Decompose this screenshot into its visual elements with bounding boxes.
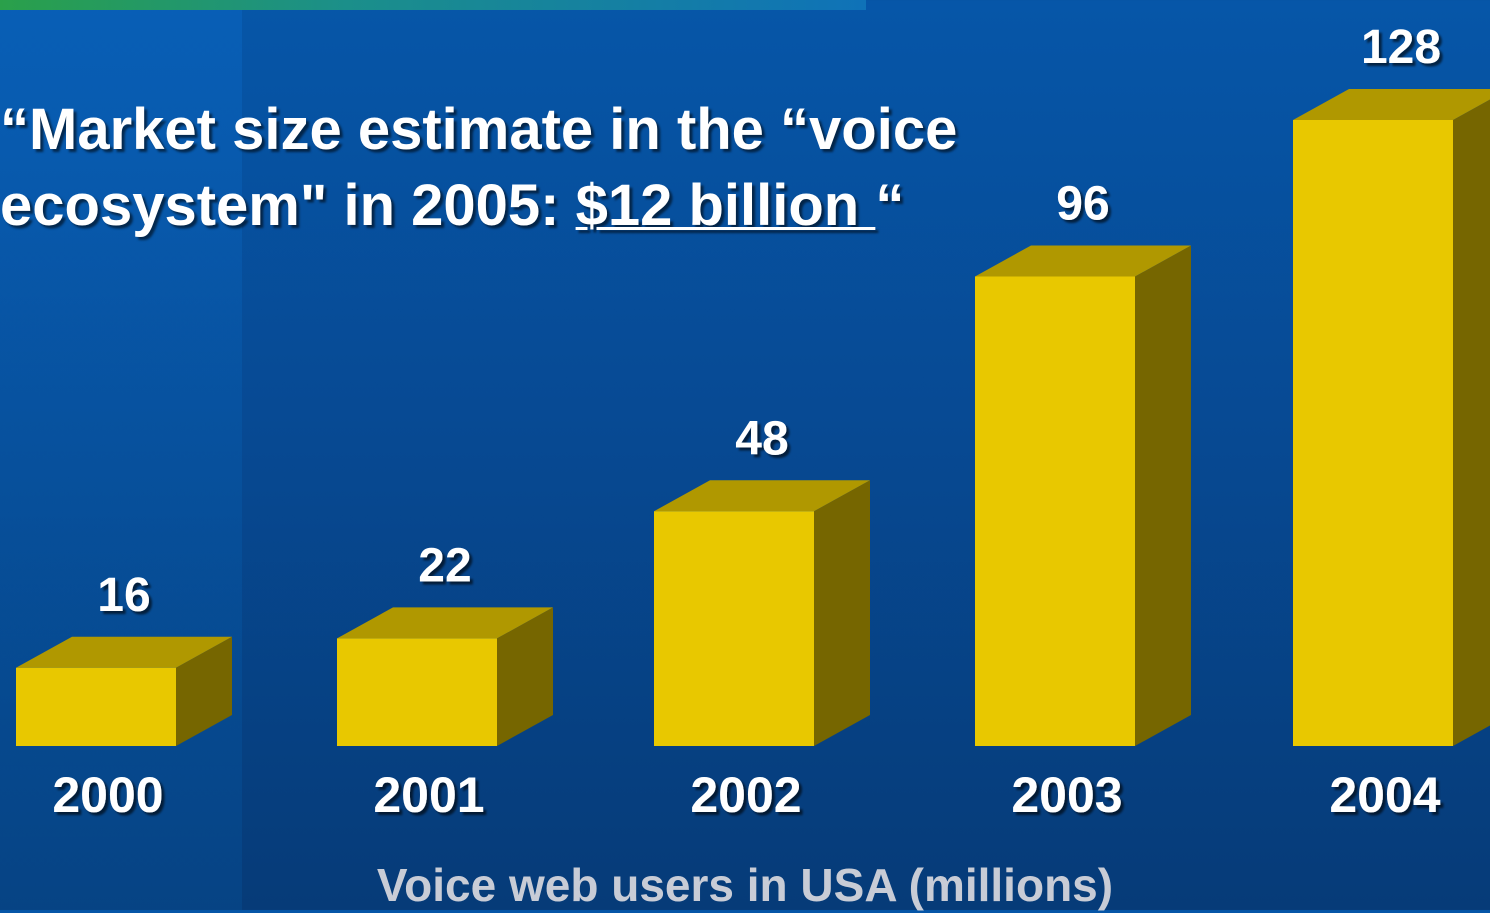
data-label-2002: 48: [735, 412, 788, 465]
category-labels-group: 2000 2001 2002 2003 2004: [52, 767, 1440, 823]
headline-line-2: ecosystem" in 2005: $12 billion “: [0, 168, 1100, 244]
bar-front-2001: [337, 638, 497, 746]
bar-front-2003: [975, 276, 1135, 746]
bar-side-2000: [176, 636, 232, 746]
bar-2002: [654, 480, 870, 746]
headline-quote: “Market size estimate in the “voice ecos…: [0, 92, 1100, 244]
bar-2003: [975, 245, 1191, 746]
category-label-2000: 2000: [52, 767, 163, 823]
category-label-2004: 2004: [1329, 767, 1440, 823]
category-label-2002: 2002: [690, 767, 801, 823]
bar-side-2002: [814, 480, 870, 746]
bars-group: [16, 89, 1490, 746]
data-label-2001: 22: [418, 539, 471, 592]
bar-top-2004: [1293, 89, 1490, 120]
bar-front-2000: [16, 667, 176, 746]
bar-2004: [1293, 89, 1490, 746]
bar-top-2000: [16, 636, 232, 668]
bar-2000: [16, 636, 232, 746]
data-label-2000: 16: [97, 569, 150, 622]
bar-top-2002: [654, 480, 870, 512]
bar-top-2001: [337, 607, 553, 639]
headline-line-1: “Market size estimate in the “voice: [0, 97, 958, 162]
x-axis-label: Voice web users in USA (millions): [376, 859, 1114, 911]
bar-side-2001: [497, 607, 553, 746]
top-accent-stripe: [0, 0, 866, 10]
bar-front-2004: [1293, 120, 1453, 746]
headline-amount: $12 billion: [575, 173, 876, 238]
data-label-2003: 96: [1056, 178, 1109, 231]
bar-side-2004: [1453, 99, 1490, 746]
bar-side-2003: [1135, 245, 1191, 746]
headline-line-2-prefix: ecosystem" in 2005:: [0, 173, 576, 238]
category-label-2001: 2001: [373, 767, 484, 823]
data-labels-group: 16 22 48 96 128: [97, 21, 1441, 622]
bar-2001: [337, 607, 553, 746]
bar-front-2002: [654, 511, 814, 746]
bar-top-2003: [975, 245, 1191, 277]
headline-line-2-suffix: “: [875, 173, 905, 238]
category-label-2003: 2003: [1011, 767, 1122, 823]
data-label-2004: 128: [1361, 21, 1441, 74]
left-background-band: [0, 0, 242, 910]
